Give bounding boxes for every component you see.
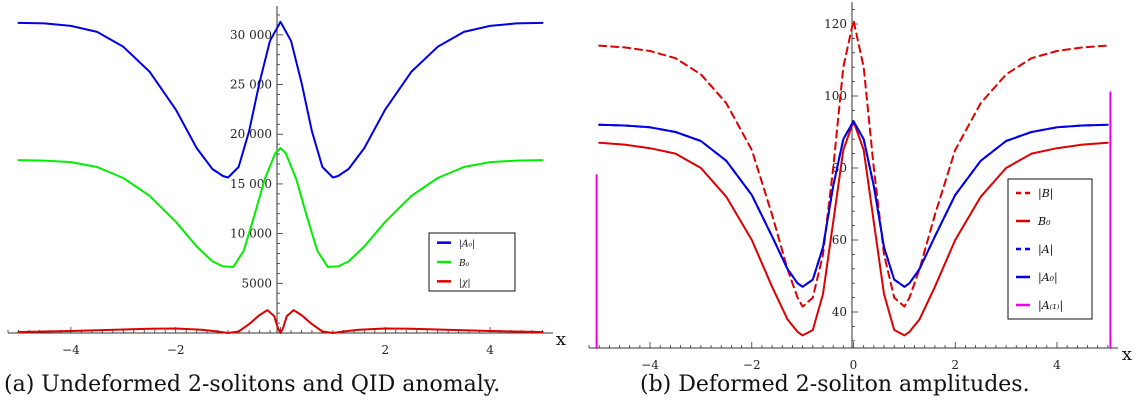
x-tick-label: 2 [381,343,389,357]
legend-label: |A₀| [1038,271,1058,285]
series-line-1 [17,147,544,268]
x-axis-label: x [556,329,566,350]
x-tick-label: 2 [951,358,959,372]
legend-label: |A| [1038,243,1053,257]
x-tick-label: 4 [486,343,494,357]
series-line-0 [17,20,544,179]
x-tick-label: −2 [743,358,761,372]
x-tick-label: 0 [850,358,858,372]
legend: |B| B₀ |A| |A₀| |A₍₁₎| [1007,178,1093,320]
legend-label: |B| [1038,187,1054,201]
series-line-0 [598,19,1109,308]
x-tick-label: −2 [167,343,185,357]
series-line-4 [595,91,1112,349]
x-axis-label: x [1122,344,1132,365]
x-tick-label: 4 [1053,358,1061,372]
legend-label: B₀ [1037,215,1051,228]
y-tick-label: 120 [824,17,847,31]
y-tick-label: 25 000 [230,78,272,92]
legend-label: |χ| [459,278,471,288]
x-tick-label: −4 [62,343,80,357]
series-line-3 [598,120,1109,288]
y-tick-label: 30 000 [230,28,272,42]
y-tick-label: 20 000 [230,127,272,141]
y-tick-label: 100 [824,89,847,103]
y-tick-label: 5000 [241,276,272,290]
legend: |A₀| B₀ |χ| [428,232,516,292]
legend-label: |A₀| [459,240,475,250]
y-tick-label: 40 [832,305,847,319]
caption-left: (a) Undeformed 2-solitons and QID anomal… [4,372,501,397]
caption-right: (b) Deformed 2-soliton amplitudes. [640,372,1030,397]
legend-label: |A₍₁₎| [1038,299,1063,313]
x-tick-label: −4 [641,358,659,372]
series-line-2 [17,309,544,334]
legend-box [1007,178,1093,320]
legend-label: B₀ [458,259,470,269]
y-tick-label: 10 000 [230,227,272,241]
y-tick-label: 60 [832,233,847,247]
